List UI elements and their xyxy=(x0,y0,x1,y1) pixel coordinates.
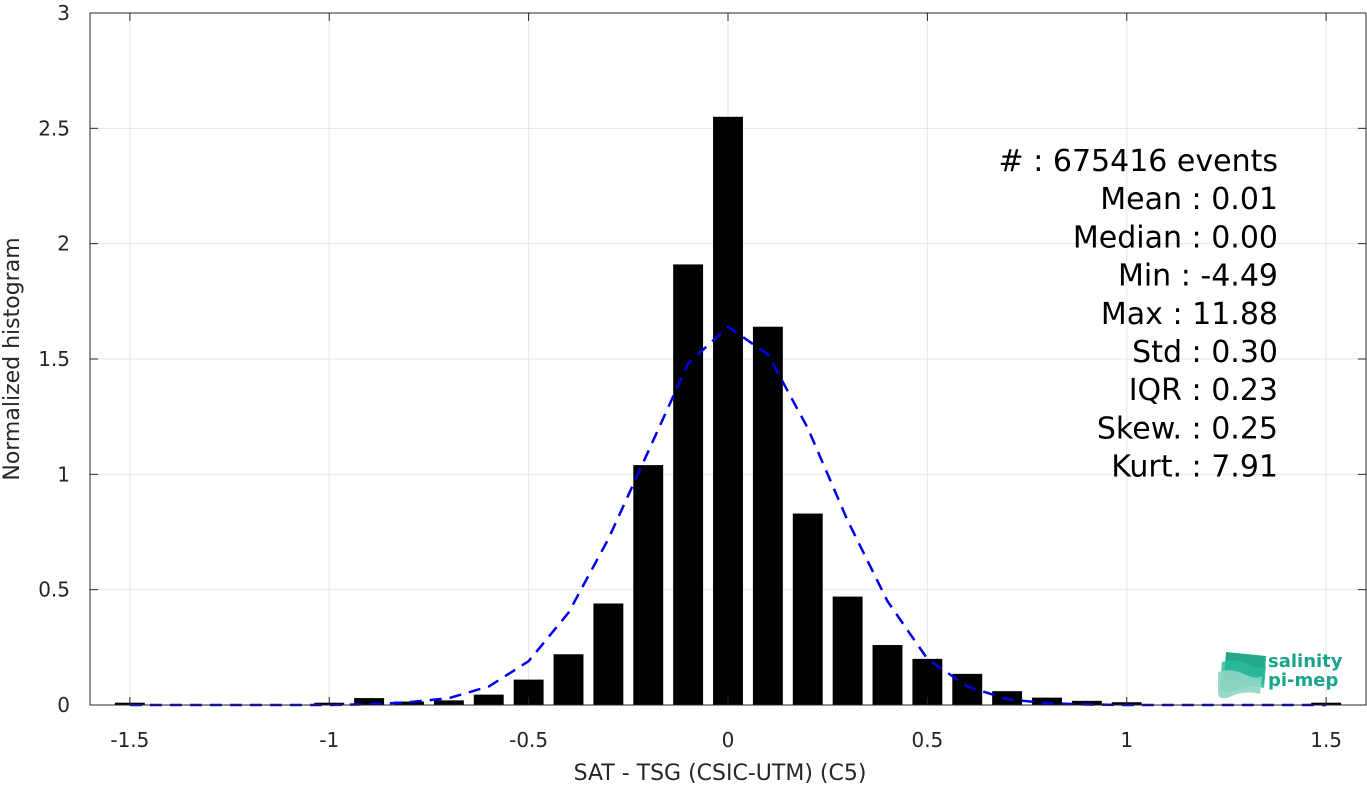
histogram-bar xyxy=(1032,697,1062,705)
wave-logo-icon xyxy=(1218,652,1266,699)
x-tick-label: 1.5 xyxy=(1310,728,1342,752)
x-tick-label: 0.5 xyxy=(911,728,943,752)
x-tick-label: 0 xyxy=(722,728,735,752)
histogram-bar xyxy=(433,700,464,705)
logo-text-salinity: salinity xyxy=(1268,651,1343,672)
stats-line: Median : 0.00 xyxy=(1073,220,1278,255)
y-tick-label: 0.5 xyxy=(38,578,70,602)
stats-line: Mean : 0.01 xyxy=(1100,182,1278,217)
stats-line: Kurt. : 7.91 xyxy=(1111,450,1278,485)
y-tick-label: 1.5 xyxy=(38,347,70,371)
x-tick-labels: -1.5 -1 -0.5 0 0.5 1 1.5 xyxy=(110,728,1342,752)
histogram-bar xyxy=(1071,700,1102,705)
x-axis-label: SAT - TSG (CSIC-UTM) (C5) xyxy=(574,761,867,785)
stats-line: Skew. : 0.25 xyxy=(1097,411,1278,446)
y-tick-labels: 0 0.5 1 1.5 2 2.5 3 xyxy=(38,1,70,717)
histogram-bar xyxy=(673,264,704,705)
logo-text-pi-mep: pi-mep xyxy=(1268,670,1338,691)
y-tick-label: 2.5 xyxy=(38,116,70,140)
axis-ticks xyxy=(90,12,1366,706)
histogram-bar xyxy=(473,694,504,705)
stats-line: Min : -4.49 xyxy=(1118,259,1278,294)
stats-line: Std : 0.30 xyxy=(1132,335,1278,370)
histogram-bars xyxy=(114,116,1342,706)
stats-line: IQR : 0.23 xyxy=(1129,373,1278,408)
y-tick-label: 3 xyxy=(57,1,70,25)
x-tick-label: -0.5 xyxy=(509,728,548,752)
stats-line: # : 675416 events xyxy=(999,144,1278,179)
stats-line: Max : 11.88 xyxy=(1101,297,1278,332)
histogram-bar xyxy=(553,654,584,705)
histogram-bar xyxy=(832,596,863,705)
histogram-bar xyxy=(713,116,743,706)
y-tick-label: 1 xyxy=(57,462,70,486)
histogram-bar xyxy=(633,465,664,705)
histogram-bar xyxy=(394,701,424,705)
x-tick-label: 1 xyxy=(1120,728,1133,752)
y-tick-label: 0 xyxy=(57,693,70,717)
histogram-bar xyxy=(752,326,783,705)
y-axis-label: Normalized histogram xyxy=(0,237,25,480)
x-tick-label: -1 xyxy=(319,728,339,752)
salinity-pi-mep-logo: salinity pi-mep xyxy=(1218,651,1343,699)
histogram-bar xyxy=(354,698,385,705)
histogram-bar xyxy=(792,513,823,705)
histogram-bar xyxy=(593,603,624,705)
x-tick-label: -1.5 xyxy=(110,728,149,752)
y-tick-label: 2 xyxy=(57,232,70,256)
histogram-bar xyxy=(872,645,903,705)
